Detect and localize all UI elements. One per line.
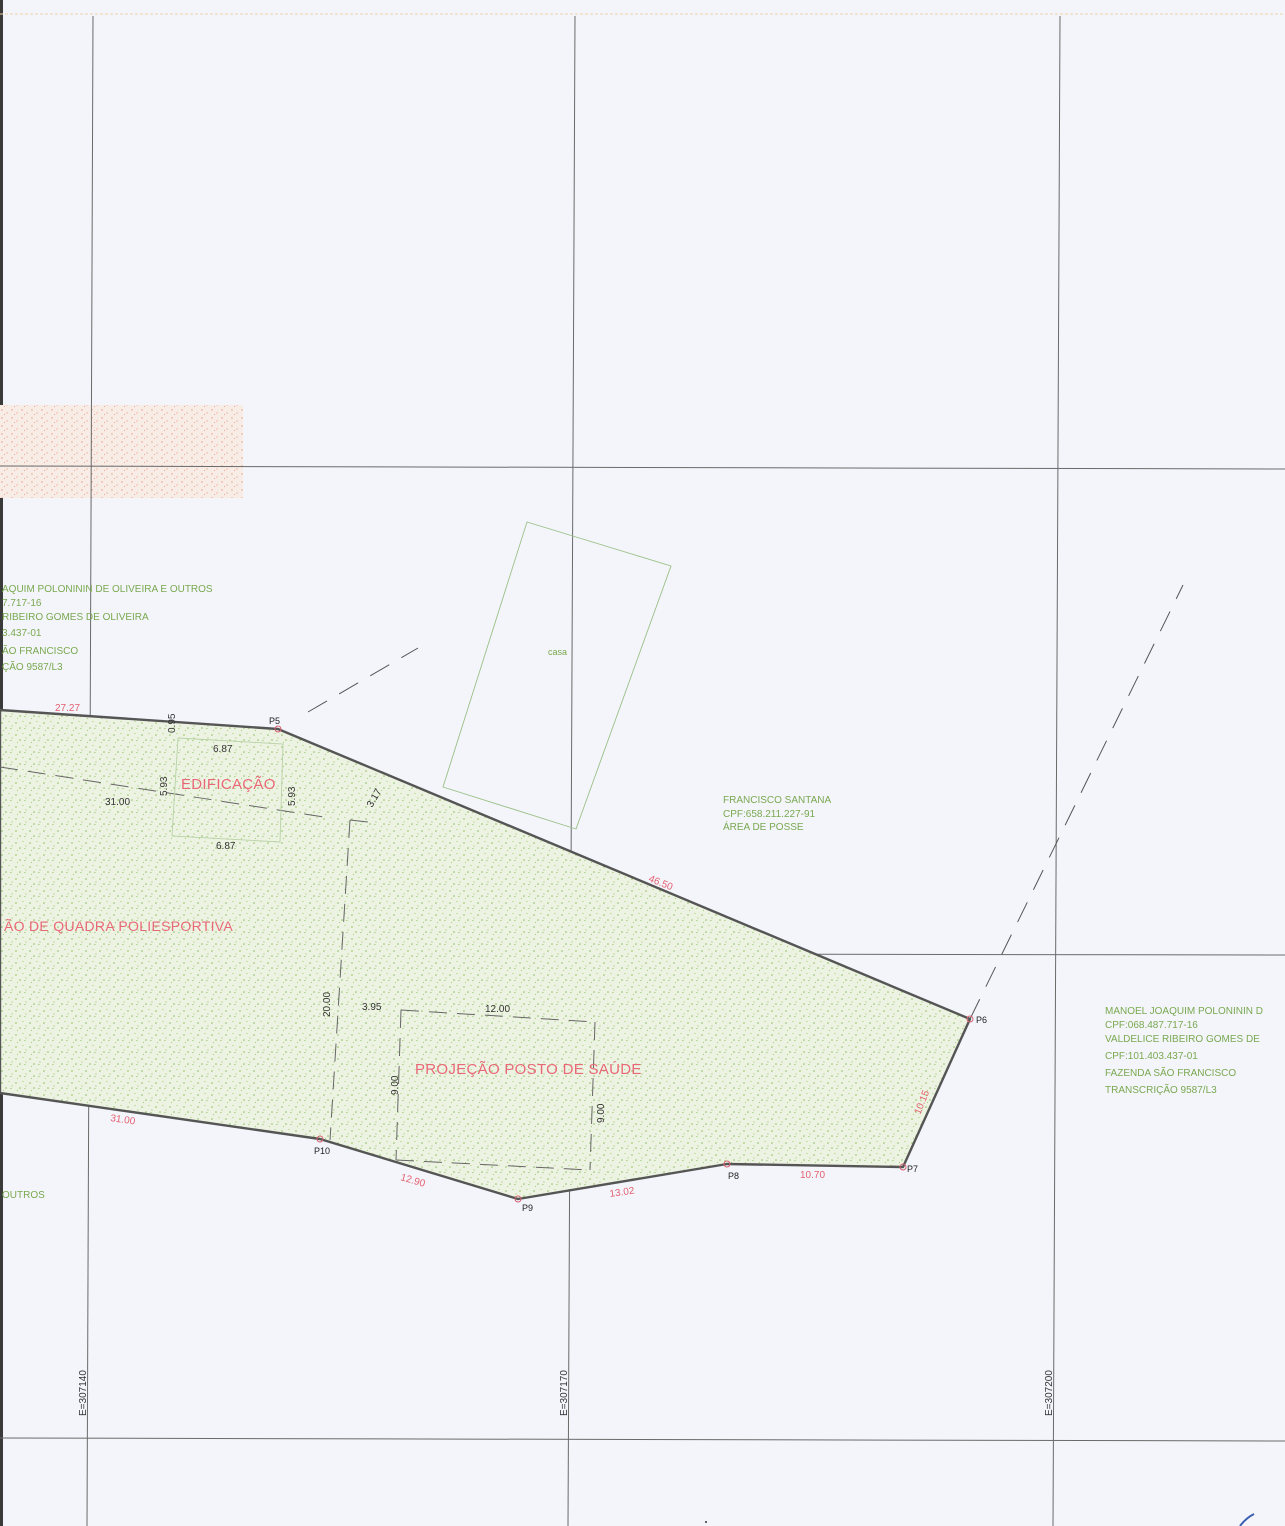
- owner-manoel: MANOEL JOAQUIM POLONININ D CPF:068.487.7…: [1105, 1006, 1263, 1096]
- svg-text:VALDELICE RIBEIRO GOMES DE: VALDELICE RIBEIRO GOMES DE: [1105, 1034, 1260, 1045]
- owner-outros: OUTROS: [2, 1190, 45, 1201]
- svg-text:0.95: 0.95: [167, 713, 178, 733]
- svg-text:P5: P5: [269, 716, 280, 726]
- svg-text:P7: P7: [907, 1164, 918, 1174]
- svg-text:27.27: 27.27: [55, 703, 80, 714]
- svg-text:RIBEIRO GOMES DE OLIVEIRA: RIBEIRO GOMES DE OLIVEIRA: [2, 612, 149, 623]
- svg-text:P6: P6: [976, 1015, 987, 1025]
- edificacao-outline: [171, 737, 284, 843]
- owner-left: AQUIM POLONININ DE OLIVEIRA E OUTROS 7.7…: [2, 584, 213, 673]
- pen-mark: [1239, 1513, 1255, 1526]
- svg-text:3.95: 3.95: [362, 1002, 382, 1013]
- svg-text:31.00: 31.00: [105, 797, 130, 808]
- svg-text:TRANSCRIÇÃO 9587/L3: TRANSCRIÇÃO 9587/L3: [1105, 1083, 1217, 1096]
- svg-text:20.00: 20.00: [322, 992, 333, 1017]
- svg-text:E=307200: E=307200: [1044, 1370, 1055, 1416]
- svg-text:ÁREA DE POSSE: ÁREA DE POSSE: [723, 820, 804, 833]
- svg-text:P10: P10: [314, 1146, 330, 1156]
- svg-text:CPF:068.487.717-16: CPF:068.487.717-16: [1105, 1020, 1198, 1031]
- svg-text:6.87: 6.87: [216, 841, 236, 852]
- svg-text:31.00: 31.00: [110, 1113, 137, 1127]
- svg-text:ÃO FRANCISCO: ÃO FRANCISCO: [2, 644, 78, 657]
- vertex-markers: [274, 725, 974, 1203]
- dashed-lines: [0, 584, 1184, 1171]
- casa-outline: [442, 521, 672, 830]
- svg-text:9.00: 9.00: [390, 1075, 401, 1095]
- svg-text:CPF:101.403.437-01: CPF:101.403.437-01: [1105, 1051, 1198, 1062]
- svg-text:13.02: 13.02: [609, 1186, 636, 1200]
- svg-text:6.87: 6.87: [213, 744, 233, 755]
- ink-dot: [705, 1521, 707, 1523]
- label-edificacao: EDIFICAÇÃO: [181, 776, 276, 793]
- svg-text:P8: P8: [728, 1171, 739, 1181]
- svg-text:5.93: 5.93: [159, 776, 170, 796]
- neighbor-hatched-area: [0, 405, 243, 498]
- svg-text:AQUIM POLONININ DE OLIVEIRA E: AQUIM POLONININ DE OLIVEIRA E OUTROS: [2, 584, 213, 595]
- point-labels: P5 P6 P7 P8 P9 P10: [269, 716, 987, 1213]
- svg-text:ÇÃO 9587/L3: ÇÃO 9587/L3: [2, 660, 63, 673]
- svg-text:FRANCISCO SANTANA: FRANCISCO SANTANA: [723, 795, 831, 806]
- owner-francisco: FRANCISCO SANTANA CPF:658.211.227-91 ÁRE…: [723, 795, 831, 833]
- svg-text:9.00: 9.00: [596, 1103, 607, 1123]
- svg-text:7.717-16: 7.717-16: [2, 598, 42, 609]
- svg-text:P9: P9: [522, 1203, 533, 1213]
- label-casa: casa: [548, 647, 567, 657]
- label-quadra: ÃO DE QUADRA POLIESPORTIVA: [4, 918, 233, 934]
- svg-text:E=307140: E=307140: [78, 1370, 89, 1416]
- svg-text:12.00: 12.00: [485, 1004, 510, 1015]
- svg-text:E=307170: E=307170: [559, 1370, 570, 1416]
- svg-text:FAZENDA SÃO FRANCISCO: FAZENDA SÃO FRANCISCO: [1105, 1066, 1236, 1079]
- parcel-boundary: [0, 708, 972, 1201]
- coordinate-labels: E=307140 E=307170 E=307200: [78, 1370, 1055, 1416]
- label-posto: PROJEÇÃO POSTO DE SAÚDE: [415, 1061, 642, 1078]
- svg-text:MANOEL JOAQUIM POLONININ D: MANOEL JOAQUIM POLONININ D: [1105, 1006, 1263, 1017]
- svg-text:5.93: 5.93: [287, 786, 298, 806]
- svg-text:3.437-01: 3.437-01: [2, 628, 42, 639]
- svg-text:CPF:658.211.227-91: CPF:658.211.227-91: [723, 809, 816, 820]
- svg-text:10.70: 10.70: [800, 1170, 825, 1181]
- svg-text:12.90: 12.90: [399, 1172, 427, 1190]
